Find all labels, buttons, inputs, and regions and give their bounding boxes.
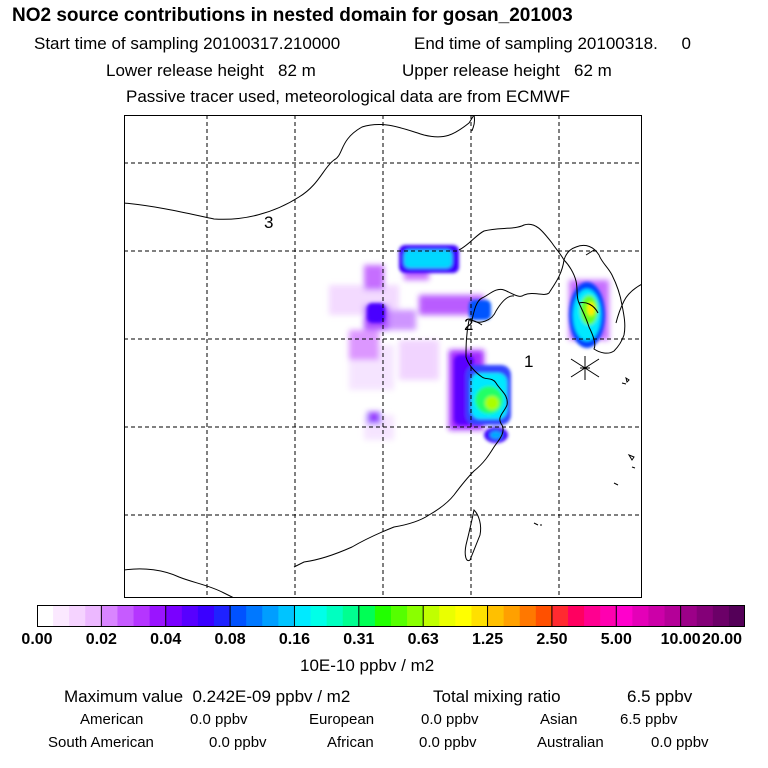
colorbar-swatch	[487, 605, 505, 627]
colorbar-tick-label: 0.00	[21, 631, 53, 648]
colorbar-swatch	[246, 605, 263, 627]
upper-release-label: Upper release height 62 m	[402, 61, 612, 80]
colorbar-swatch	[712, 605, 730, 627]
colorbar-swatch	[133, 605, 151, 627]
colorbar-swatch	[648, 605, 666, 627]
colorbar-tick-label: 5.00	[600, 631, 632, 648]
colorbar-swatch	[262, 605, 279, 627]
colorbar-swatch	[439, 605, 456, 627]
lower-release-label: Lower release height 82 m	[106, 61, 316, 80]
colorbar-tick-label: 2.50	[536, 631, 568, 648]
plume-patch	[587, 302, 595, 316]
colorbar-swatch	[374, 605, 392, 627]
colorbar-swatch	[294, 605, 312, 627]
colorbar-tick-label: 1.25	[471, 631, 504, 648]
colorbar-tick-label: 20.00	[701, 631, 743, 648]
colorbar-tick-label: 0.31	[343, 631, 375, 648]
colorbar-swatch	[101, 605, 119, 627]
region-name-south-american: South American	[48, 734, 154, 751]
colorbar-swatch	[632, 605, 650, 627]
colorbar-swatch	[664, 605, 682, 627]
colorbar-swatch	[680, 605, 698, 627]
colorbar-swatch	[197, 605, 215, 627]
region-label-1: 1	[524, 352, 533, 371]
region-value-african: 0.0 ppbv	[419, 734, 477, 751]
colorbar-swatch	[69, 605, 86, 627]
colorbar-swatch	[117, 605, 135, 627]
colorbar-swatch	[728, 605, 745, 627]
coastlines	[124, 115, 642, 598]
plume-patch	[367, 303, 385, 323]
end-time-label: End time of sampling 20100318. 0	[414, 34, 691, 53]
colorbar-tick-label: 0.16	[278, 631, 311, 648]
colorbar-swatch	[535, 605, 553, 627]
region-name-american: American	[80, 711, 144, 728]
region-value-asian: 6.5 ppbv	[620, 711, 678, 728]
region-label-2: 2	[464, 315, 473, 334]
region-value-european: 0.0 ppbv	[421, 711, 479, 728]
region-label-3: 3	[264, 213, 273, 232]
colorbar-swatch	[503, 605, 521, 627]
colorbar-tick-label: 10.00	[660, 631, 701, 648]
colorbar-swatch	[423, 605, 440, 627]
plume-patch	[399, 340, 439, 380]
colorbar-tick-label: 0.08	[214, 631, 246, 648]
region-value-american: 0.0 ppbv	[190, 711, 248, 728]
total-mixing-value: 6.5 ppbv	[627, 687, 693, 706]
plume-patch	[349, 330, 379, 360]
region-value-south-american: 0.0 ppbv	[209, 734, 267, 751]
colorbar-swatch	[600, 605, 617, 627]
start-time-label: Start time of sampling 20100317.210000	[34, 34, 341, 53]
colorbar-tick-label: 0.63	[407, 631, 439, 648]
plume-patch	[419, 295, 484, 315]
colorbar-swatch	[53, 605, 70, 627]
colorbar	[37, 605, 745, 627]
plume-patch	[364, 265, 384, 290]
colorbar-swatch	[471, 605, 489, 627]
plume-patch	[485, 396, 499, 410]
plume-patch	[469, 300, 491, 320]
colorbar-swatch	[326, 605, 344, 627]
tracer-note: Passive tracer used, meteorological data…	[126, 87, 571, 106]
region-name-australian: Australian	[537, 734, 604, 751]
region-name-european: European	[309, 711, 375, 728]
plume-patch	[367, 412, 381, 424]
graticule	[124, 115, 642, 598]
plume-patch	[404, 250, 452, 268]
colorbar-tick-label: 0.02	[85, 631, 117, 648]
colorbar-swatch	[310, 605, 328, 627]
chart-title: NO2 source contributions in nested domai…	[12, 5, 573, 26]
colorbar-swatch	[214, 605, 231, 627]
plume-patch	[490, 431, 502, 439]
colorbar-swatch	[37, 605, 54, 627]
colorbar-swatch	[551, 605, 569, 627]
receptor-asterisk-icon	[570, 356, 600, 380]
region-name-african: African	[327, 734, 374, 751]
total-mixing-label: Total mixing ratio	[433, 687, 561, 706]
colorbar-tick-label: 0.04	[150, 631, 182, 648]
colorbar-swatch	[85, 605, 102, 627]
concentration-map: 3 2 1	[124, 115, 642, 598]
colorbar-swatch	[391, 605, 408, 627]
colorbar-swatch	[165, 605, 183, 627]
colorbar-swatch	[230, 605, 247, 627]
colorbar-swatch	[342, 605, 360, 627]
max-value-label: Maximum value 0.242E-09 ppbv / m2	[64, 687, 351, 706]
colorbar-swatch	[616, 605, 633, 627]
colorbar-swatch	[696, 605, 714, 627]
region-value-australian: 0.0 ppbv	[651, 734, 709, 751]
colorbar-frame	[37, 605, 745, 627]
region-name-asian: Asian	[540, 711, 578, 728]
colorbar-unit-label: 10E-10 ppbv / m2	[300, 656, 435, 675]
colorbar-swatch	[519, 605, 537, 627]
colorbar-swatch	[455, 605, 473, 627]
colorbar-swatch	[278, 605, 296, 627]
colorbar-swatch	[149, 605, 167, 627]
colorbar-swatch	[407, 605, 424, 627]
colorbar-swatch	[181, 605, 199, 627]
colorbar-swatch	[584, 605, 601, 627]
colorbar-swatch	[358, 605, 376, 627]
colorbar-swatch	[568, 605, 585, 627]
plume-patch	[386, 310, 416, 330]
